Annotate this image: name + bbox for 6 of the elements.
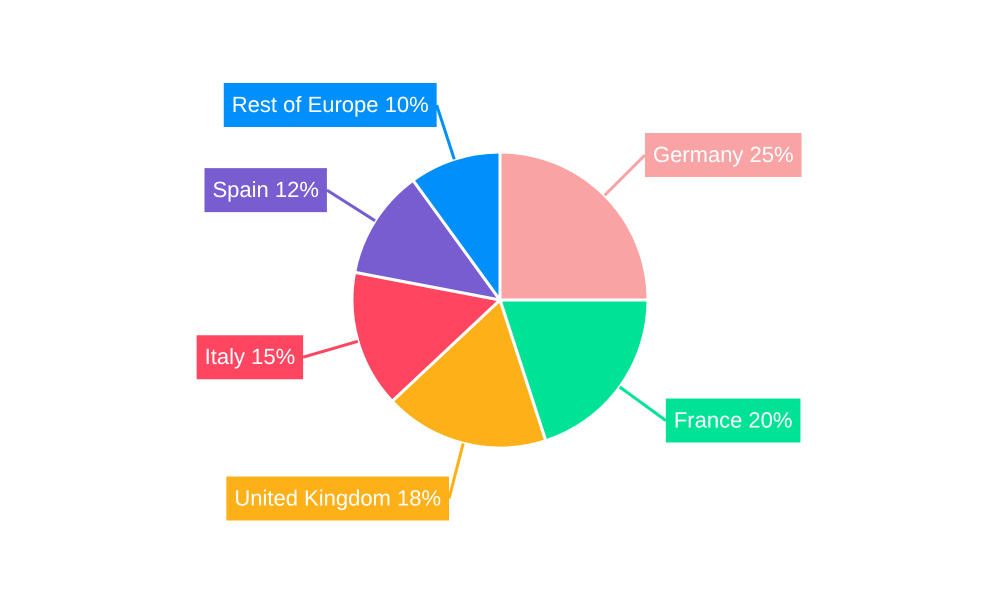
- slice-label: Italy 15%: [204, 344, 296, 370]
- slice-label: Germany 25%: [652, 142, 794, 168]
- slice-label: United Kingdom 18%: [234, 486, 442, 511]
- slice-label: France 20%: [674, 407, 792, 432]
- slice-label: Rest of Europe 10%: [232, 92, 429, 118]
- slice-label: Spain 12%: [212, 177, 319, 202]
